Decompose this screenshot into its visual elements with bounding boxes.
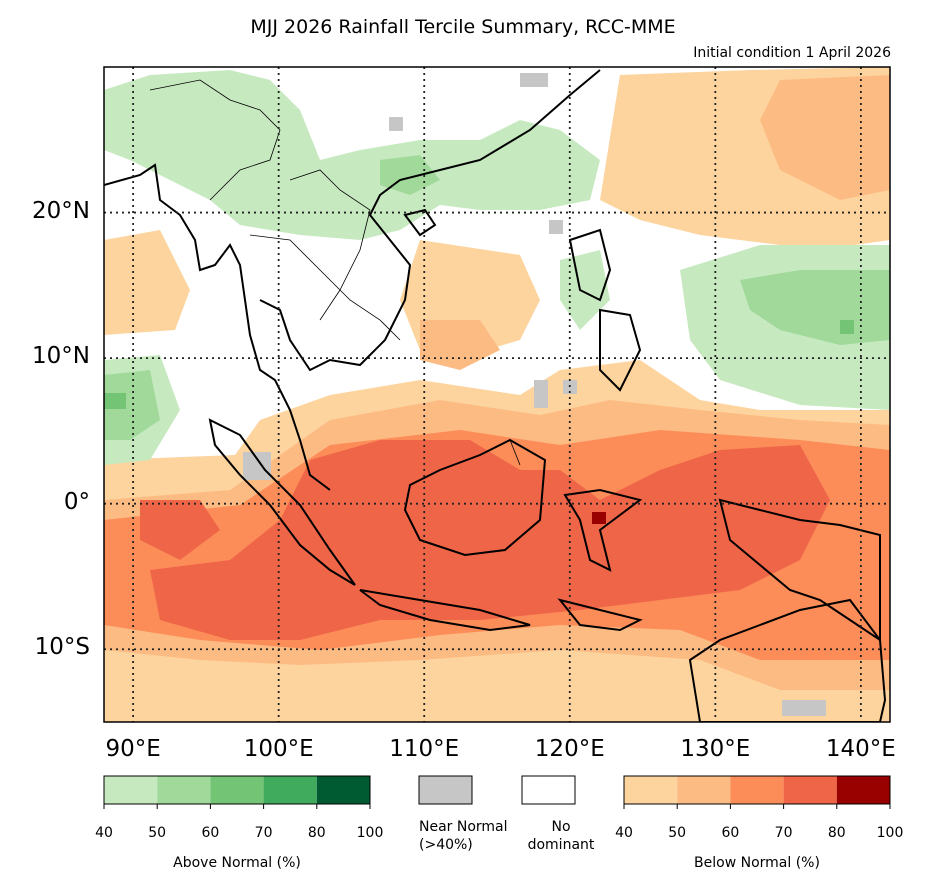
near-normal-cells (243, 73, 826, 716)
above-normal-colorbar (103, 775, 371, 809)
country-borders (149, 79, 521, 471)
below-normal-color-swatch (624, 776, 678, 804)
below-normal-color-swatch (730, 776, 784, 804)
above-normal-color-swatch (316, 776, 370, 804)
lon-tick-label: 110°E (389, 736, 460, 762)
no-dominant-label: No dominant (521, 818, 601, 854)
lon-tick-label: 90°E (105, 736, 161, 762)
below-normal-color-swatch (783, 776, 837, 804)
lon-tick-label: 130°E (680, 736, 751, 762)
below-normal-70-80-region (140, 440, 830, 640)
below-normal-color-swatch (677, 776, 731, 804)
above-normal-tick-label: 60 (201, 825, 220, 841)
below-normal-colorbar-frame (623, 775, 891, 805)
below-normal-80-100-region (592, 512, 606, 524)
near-normal-label: Near Normal (>40%) (419, 818, 508, 854)
lat-tick-label: 20°N (32, 197, 90, 224)
above-normal-color-swatch (263, 776, 317, 804)
above-normal-color-swatch (210, 776, 264, 804)
near-normal-label-text: Near Normal (>40%) (419, 819, 508, 853)
map-frame (103, 66, 891, 723)
gridlines (104, 67, 890, 722)
coastlines (104, 69, 887, 722)
no-dominant-swatch (521, 775, 576, 805)
lat-tick-label: 10°S (34, 634, 90, 661)
above-normal-tick-label: 40 (95, 825, 113, 841)
near-normal-swatch (418, 775, 473, 805)
below-normal-tick-label: 40 (615, 825, 633, 841)
below-normal-tick-label: 50 (668, 825, 687, 841)
lat-tick-label: 0° (63, 488, 90, 515)
above-normal-60-70-region (104, 320, 854, 409)
above-normal-tick-label: 100 (356, 825, 384, 841)
map-subtitle: Initial condition 1 April 2026 (693, 45, 891, 61)
above-normal-color-swatch (157, 776, 211, 804)
above-normal-title: Above Normal (%) (173, 855, 301, 871)
lon-tick-label: 100°E (243, 736, 314, 762)
above-normal-color-swatch (104, 776, 158, 804)
below-normal-colorbar (623, 775, 891, 809)
below-normal-tick-label: 60 (721, 825, 740, 841)
below-normal-color-swatch (836, 776, 890, 804)
lat-tick-label: 10°N (32, 343, 90, 370)
below-normal-tick-label: 70 (774, 825, 793, 841)
above-normal-tick-label: 70 (254, 825, 273, 841)
above-normal-colorbar-frame (103, 775, 371, 805)
above-normal-tick-label: 80 (307, 825, 326, 841)
map-title: MJJ 2026 Rainfall Tercile Summary, RCC-M… (250, 16, 676, 38)
no-dominant-label-text: No dominant (527, 819, 595, 853)
below-normal-title: Below Normal (%) (694, 855, 820, 871)
lon-tick-label: 120°E (534, 736, 605, 762)
lon-tick-label: 140°E (825, 736, 896, 762)
below-normal-tick-label: 100 (876, 825, 904, 841)
above-normal-tick-label: 50 (148, 825, 167, 841)
below-normal-tick-label: 80 (827, 825, 846, 841)
